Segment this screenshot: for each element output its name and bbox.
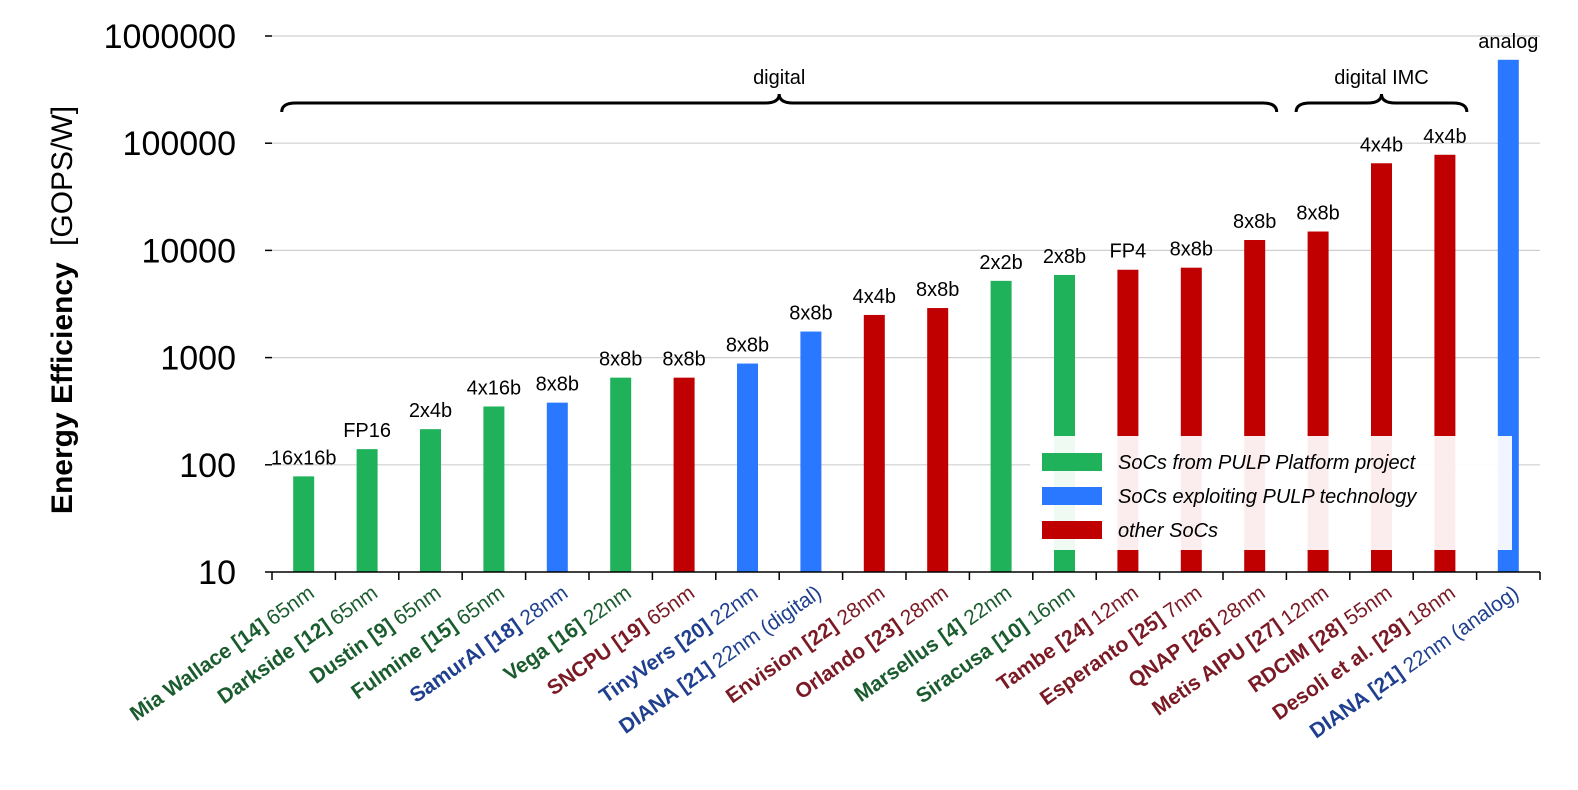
bar	[546, 402, 568, 572]
bar-precision-label: 2x2b	[979, 252, 1022, 274]
bar-precision-label: 8x8b	[599, 349, 642, 371]
group-brace	[1294, 93, 1469, 113]
bar-precision-label: 8x8b	[1296, 203, 1339, 225]
y-axis-title-unit: [GOPS/W]	[46, 106, 79, 246]
group-braces: digital digital IMC	[280, 67, 1469, 113]
y-tick-label: 100	[179, 447, 236, 485]
bar-precision-label: 8x8b	[916, 279, 959, 301]
bar-precision-label: 8x8b	[536, 374, 579, 396]
bar	[610, 377, 632, 572]
y-axis-title-bold: Energy Efficiency	[46, 262, 79, 514]
bar-precision-label: 8x8b	[789, 303, 832, 325]
bar-precision-label: 8x8b	[662, 349, 705, 371]
bar-precision-label: 4x4b	[1360, 134, 1403, 156]
bar	[863, 314, 885, 572]
bar-precision-label: 8x8b	[1170, 239, 1213, 261]
bar-precision-label: FP4	[1110, 241, 1147, 263]
y-tick-label: 10	[198, 554, 236, 592]
group-label: digital	[753, 67, 805, 89]
legend: SoCs from PULP Platform project SoCs expl…	[1030, 436, 1512, 550]
bar-precision-label: 8x8b	[726, 335, 769, 357]
group-brace	[280, 93, 1279, 113]
legend-label: other SoCs	[1118, 520, 1218, 542]
group-label: digital IMC	[1334, 67, 1428, 89]
bar	[420, 429, 441, 572]
y-tick-label: 100000	[123, 125, 236, 163]
bar	[927, 308, 949, 572]
y-tick-label: 1000	[160, 340, 236, 378]
bar	[673, 377, 695, 572]
bar-precision-label: 8x8b	[1233, 211, 1276, 233]
y-axis-title: Energy Efficiency [GOPS/W]	[46, 106, 79, 514]
bar	[293, 476, 315, 572]
axes: 10 100 1000 10000 100000 1000000	[104, 18, 1541, 592]
legend-swatch	[1042, 521, 1102, 539]
y-tick-label: 1000000	[104, 18, 236, 56]
bar-precision-label: 2x4b	[409, 400, 452, 422]
bar	[800, 331, 822, 572]
legend-swatch	[1042, 487, 1102, 505]
legend-swatch	[1042, 453, 1102, 471]
y-tick-label: 10000	[141, 232, 236, 270]
bar-precision-label: FP16	[343, 420, 391, 442]
legend-label: SoCs from PULP Platform project	[1118, 452, 1417, 474]
bar-precision-label: 16x16b	[271, 447, 337, 469]
grid-lines	[272, 35, 1540, 466]
bar-precision-label: 4x16b	[467, 377, 522, 399]
bar	[990, 280, 1012, 572]
bar-precision-label: 4x4b	[853, 286, 896, 308]
bar	[356, 449, 378, 572]
bar-precision-label: 2x8b	[1043, 246, 1086, 268]
bar-precision-label: 4x4b	[1423, 126, 1466, 148]
category-node: 7nm	[1160, 581, 1207, 623]
bar	[737, 363, 758, 572]
bar	[483, 406, 505, 572]
bar-precision-label: analog	[1478, 31, 1538, 53]
legend-box	[1030, 436, 1512, 550]
legend-label: SoCs exploiting PULP technology	[1118, 486, 1417, 508]
